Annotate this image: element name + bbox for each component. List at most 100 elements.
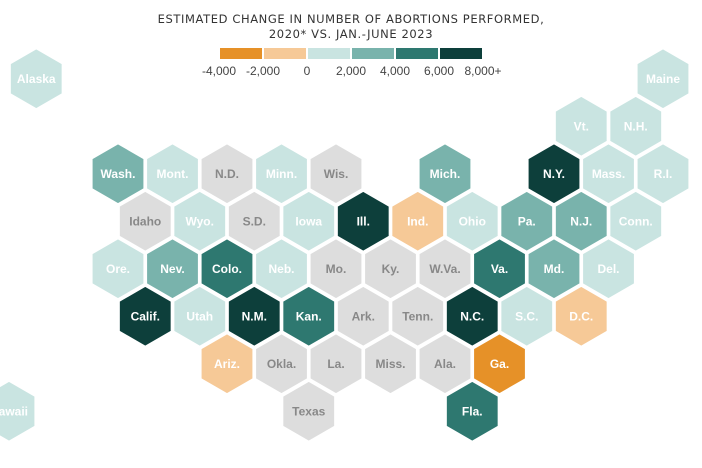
state-hex bbox=[553, 189, 609, 253]
state-hex bbox=[172, 189, 228, 253]
state-label: Minn. bbox=[266, 167, 297, 181]
state-hex bbox=[581, 142, 636, 206]
state-hex bbox=[281, 284, 337, 348]
state-label: Ind. bbox=[407, 214, 428, 228]
state-label: Kan. bbox=[296, 309, 322, 323]
legend-swatch bbox=[264, 48, 306, 59]
state-tile-tenn: Tenn. bbox=[390, 284, 446, 348]
state-tile-ohio: Ohio bbox=[444, 189, 500, 253]
state-tile-fla: Fla. bbox=[444, 379, 500, 443]
state-label: N.J. bbox=[570, 214, 592, 228]
state-hex bbox=[526, 237, 582, 301]
state-hex bbox=[472, 332, 527, 396]
state-hex bbox=[363, 237, 418, 301]
state-hex bbox=[553, 284, 609, 348]
state-label: Utah bbox=[186, 309, 213, 323]
state-label: Tenn. bbox=[402, 309, 433, 323]
state-tile-n-j: N.J. bbox=[553, 189, 609, 253]
state-tile-va: Va. bbox=[472, 237, 527, 301]
state-hex bbox=[172, 284, 228, 348]
state-tile-idaho: Idaho bbox=[117, 189, 173, 253]
state-hex bbox=[499, 284, 555, 348]
legend-tick-label: -4,000 bbox=[201, 64, 237, 78]
state-hex bbox=[444, 284, 500, 348]
state-hex bbox=[254, 332, 309, 396]
state-label: Hawaii bbox=[0, 404, 28, 418]
state-hex bbox=[254, 142, 309, 206]
state-label: D.C. bbox=[569, 309, 593, 323]
state-tile-texas: Texas bbox=[281, 379, 337, 443]
legend-tick-label: 2,000 bbox=[335, 64, 367, 78]
legend-tick-label: 6,000 bbox=[423, 64, 455, 78]
state-label: Ohio bbox=[459, 214, 486, 228]
state-tile-pa: Pa. bbox=[499, 189, 555, 253]
state-label: W.Va. bbox=[429, 262, 460, 276]
state-hex bbox=[417, 237, 473, 301]
state-hex bbox=[417, 332, 473, 396]
state-label: Maine bbox=[646, 72, 680, 86]
state-tile-mass: Mass. bbox=[581, 142, 636, 206]
state-hex bbox=[635, 142, 691, 206]
state-hex bbox=[444, 189, 500, 253]
state-tile-mich: Mich. bbox=[417, 142, 473, 206]
state-hex bbox=[226, 284, 282, 348]
legend-swatch bbox=[396, 48, 438, 59]
state-label: Va. bbox=[491, 262, 508, 276]
legend-swatch bbox=[440, 48, 482, 59]
state-tile-ariz: Ariz. bbox=[199, 332, 255, 396]
state-label: Iowa bbox=[295, 214, 322, 228]
state-tile-w-va: W.Va. bbox=[417, 237, 473, 301]
state-tile-neb: Neb. bbox=[254, 237, 309, 301]
state-hex bbox=[472, 237, 527, 301]
state-label: N.H. bbox=[624, 119, 648, 133]
state-hex bbox=[308, 142, 364, 206]
state-label: Ala. bbox=[434, 357, 456, 371]
state-label: N.D. bbox=[215, 167, 239, 181]
state-label: S.D. bbox=[243, 214, 266, 228]
state-label: Wis. bbox=[324, 167, 349, 181]
state-label: Colo. bbox=[212, 262, 242, 276]
state-tile-mont: Mont. bbox=[145, 142, 200, 206]
state-tile-d-c: D.C. bbox=[553, 284, 609, 348]
state-label: Alaska bbox=[17, 72, 56, 86]
state-label: Pa. bbox=[518, 214, 536, 228]
legend-tick-label: -2,000 bbox=[245, 64, 281, 78]
state-label: Md. bbox=[544, 262, 565, 276]
state-hex bbox=[335, 189, 391, 253]
state-label: Wyo. bbox=[186, 214, 214, 228]
state-tile-ala: Ala. bbox=[417, 332, 473, 396]
state-tile-hawaii: Hawaii bbox=[0, 379, 37, 443]
color-legend: -4,000 -2,000 0 2,000 4,000 6,000 8,000+ bbox=[0, 0, 702, 90]
state-label: Calif. bbox=[131, 309, 160, 323]
state-tile-colo: Colo. bbox=[199, 237, 255, 301]
state-tile-ill: Ill. bbox=[335, 189, 391, 253]
state-label: Miss. bbox=[375, 357, 405, 371]
state-hex bbox=[608, 94, 664, 158]
state-label: R.I. bbox=[654, 167, 673, 181]
state-hex bbox=[417, 142, 473, 206]
state-label: N.C. bbox=[460, 309, 484, 323]
state-tile-okla: Okla. bbox=[254, 332, 309, 396]
state-label: La. bbox=[327, 357, 344, 371]
state-tile-alaska: Alaska bbox=[8, 47, 64, 111]
state-tile-md: Md. bbox=[526, 237, 582, 301]
state-hex bbox=[281, 379, 337, 443]
chart-title-line-2: 2020* VS. JAN.-JUNE 2023 bbox=[268, 27, 434, 41]
state-label: Ga. bbox=[490, 357, 509, 371]
state-tile-n-c: N.C. bbox=[444, 284, 500, 348]
state-hex bbox=[117, 284, 173, 348]
state-label: Mich. bbox=[430, 167, 461, 181]
state-tile-ind: Ind. bbox=[390, 189, 446, 253]
state-label: Mo. bbox=[326, 262, 347, 276]
state-tile-conn: Conn. bbox=[608, 189, 664, 253]
state-tile-iowa: Iowa bbox=[281, 189, 337, 253]
state-tile-wis: Wis. bbox=[308, 142, 364, 206]
state-hex bbox=[199, 237, 255, 301]
legend-swatch bbox=[352, 48, 394, 59]
state-label: Wash. bbox=[101, 167, 136, 181]
state-hex bbox=[390, 284, 446, 348]
state-hex bbox=[526, 142, 582, 206]
state-tile-calif: Calif. bbox=[117, 284, 173, 348]
state-tile-del: Del. bbox=[581, 237, 636, 301]
